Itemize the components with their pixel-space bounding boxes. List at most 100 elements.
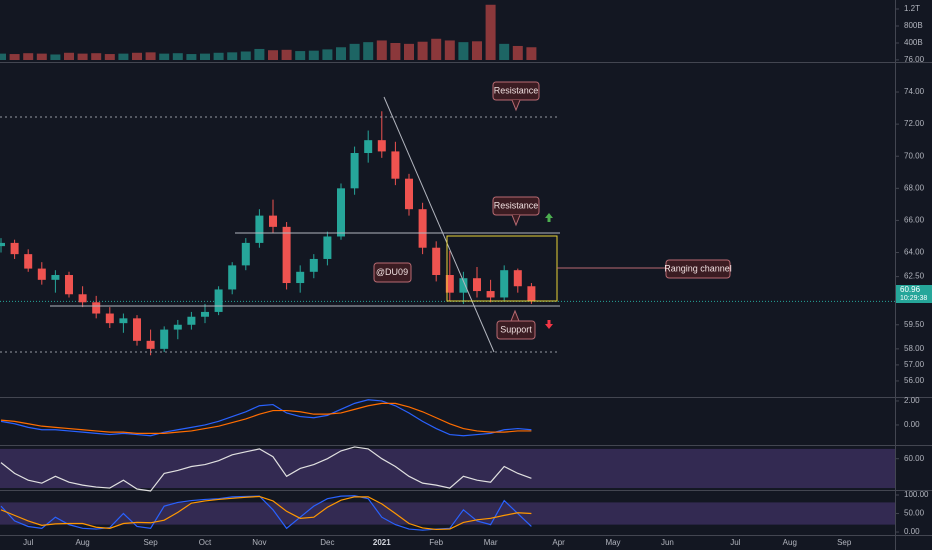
y-tick-label: 68.00 [904,183,925,192]
y-tick-label: 76.00 [904,55,925,64]
y-tick-label: 2.00 [904,396,920,405]
volume-bar [254,48,265,60]
y-tick-label: 50.00 [904,509,925,518]
volume-bar [390,43,401,60]
y-tick-label: 0.00 [904,527,920,536]
volume-bar [499,43,510,60]
volume-bar [349,43,360,60]
candle-body [78,294,87,303]
x-tick-label: Sep [143,538,158,547]
candle-body [173,324,182,330]
candle-body [309,258,318,272]
x-tick-label: Jul [23,538,33,547]
y-tick-label: 0.00 [904,420,920,429]
volume-bar [458,42,469,60]
indicator-line [0,495,532,531]
candle-body [459,278,468,293]
volume-bar [64,52,74,60]
candle-body [133,318,141,341]
y-tick-label: 64.00 [904,248,925,257]
volume-bar [363,42,374,60]
x-tick-label: Sep [837,538,852,547]
annotation: @DU09 [376,267,408,277]
y-tick-label: 72.00 [904,119,925,128]
note-box [373,262,412,283]
y-tick-label: 70.00 [904,151,925,160]
x-tick-label: Nov [252,538,266,547]
candle-body [51,275,60,280]
volume-bar [376,40,387,60]
indicator-line [0,399,532,437]
annotation: Ranging channel [664,263,732,273]
candle-body [146,340,155,349]
candle-body [37,268,46,280]
y-tick-label: 800B [904,21,923,30]
volume-bar [77,53,88,60]
annotation: Resistance [494,200,539,210]
candle-body [0,242,5,247]
candle-body [10,242,19,255]
band [0,502,895,525]
candle-body [214,289,223,312]
volume-bar [268,50,278,60]
volume-bar [431,38,442,60]
candle-body [527,286,536,302]
x-tick-label: Aug [783,538,797,547]
volume-bar [444,40,455,60]
volume-bar [0,53,6,60]
y-tick-label: 66.00 [904,216,925,225]
candle-body [513,270,522,287]
candle-body [377,140,386,152]
candle-body [337,188,345,237]
candle-body [241,242,250,266]
candle-body [269,215,277,227]
volume-bar [472,41,482,60]
volume-bar [36,53,47,60]
y-tick-label: 62.50 [904,272,925,281]
volume-bar [404,43,414,60]
volume-bar [322,49,333,60]
x-tick-label: 2021 [373,538,391,547]
annotations: Resistance Resistance Support Ranging ch… [373,81,732,340]
x-tick-label: Mar [484,538,498,547]
volume-bar [118,53,129,60]
x-tick-label: May [605,538,620,547]
candle-body [255,215,264,243]
y-tick-label: 58.00 [904,344,925,353]
x-tick-label: Jun [661,538,674,547]
volume-bar [213,52,224,60]
volume-bar [485,4,496,60]
candle-body [445,275,454,293]
candle-body [364,140,373,154]
annotation: Support [500,324,532,334]
volume-bar [145,52,156,60]
volume-bar [132,52,142,60]
y-tick-label: 57.00 [904,360,925,369]
volume-bar [281,49,292,60]
last-price-label: 60.96 [900,285,921,294]
last-price: 60.96 10:29:38 [896,285,932,303]
y-tick-label: 56.00 [904,376,925,385]
candle-body [282,226,291,284]
band [0,448,895,489]
volume-bar [104,54,115,60]
volume-bar [308,50,319,60]
candle-body [486,291,495,298]
note-tail [511,214,521,227]
drawings [0,96,666,353]
candle-body [24,254,33,269]
volume-bar [50,54,61,60]
volume-bar [295,51,306,60]
candle-body [119,318,128,324]
bands [0,448,895,525]
candle-body [65,275,73,295]
candle-body [160,329,169,349]
volume-bar [417,41,428,60]
volume-bar [526,47,537,60]
candle-body [201,311,209,317]
x-tick-label: Oct [199,538,212,547]
x-tick-label: Dec [320,538,334,547]
candle-body [405,178,413,210]
